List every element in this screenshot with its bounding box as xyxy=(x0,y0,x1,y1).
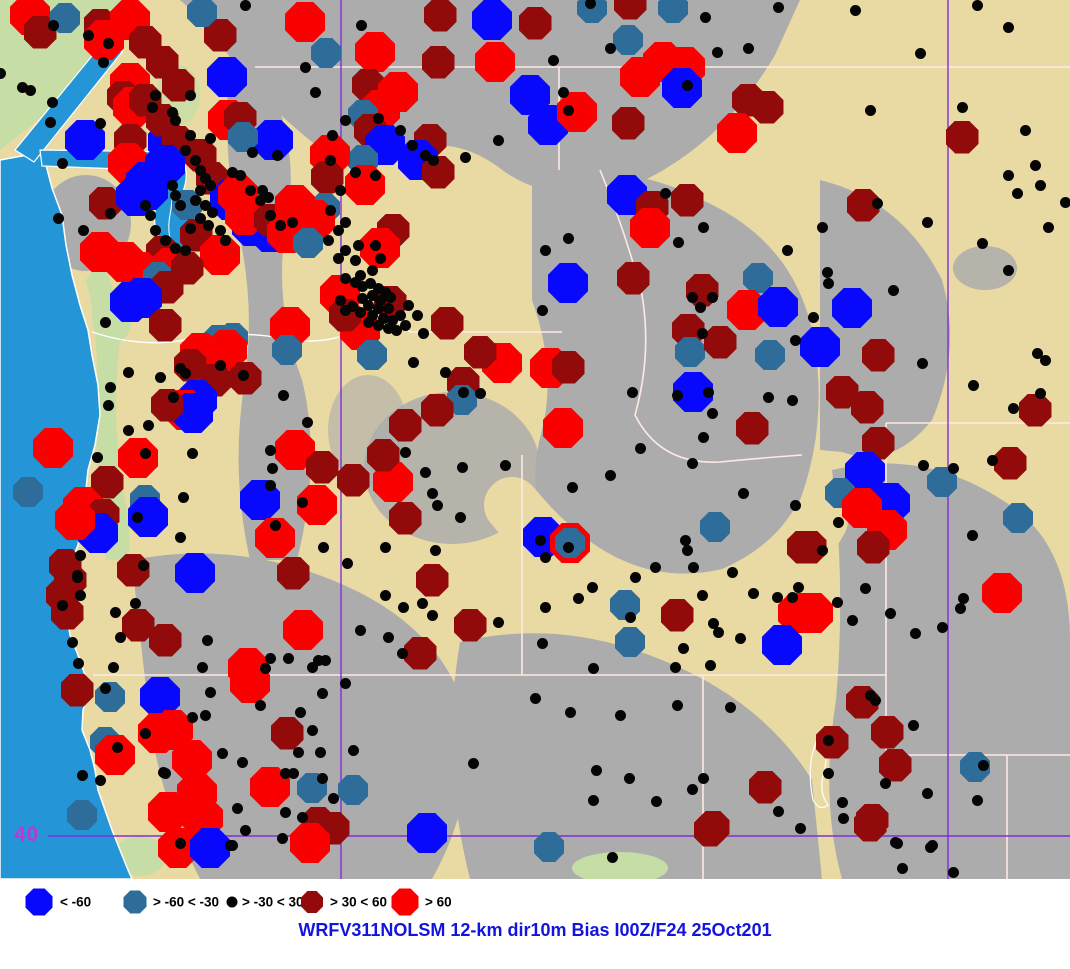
legend-octagon-icon xyxy=(301,891,323,913)
legend-bar: < -60 > -60 < -30 > -30 < 30 > 30 < 60 > 60 xyxy=(0,879,1070,925)
terrain-basemap xyxy=(0,0,1070,879)
plot-title: WRFV311NOLSM 12-km dir10m Bias I00Z/F24 … xyxy=(298,920,772,940)
legend-octagon-icon xyxy=(391,888,419,916)
legend-label: > -30 < 30 xyxy=(242,894,304,910)
map-canvas[interactable]: 40 xyxy=(0,0,1070,879)
legend-label: > 30 < 60 xyxy=(330,894,388,910)
legend-dot-icon xyxy=(226,896,238,908)
great-salt-lake xyxy=(809,741,829,809)
legend-label: < -60 xyxy=(60,894,92,910)
latitude-40-label: 40 xyxy=(14,823,40,846)
legend-label: > -60 < -30 xyxy=(153,894,220,910)
legend-octagon-icon xyxy=(25,888,53,916)
legend-octagon-icon xyxy=(123,890,147,914)
legend-label: > 60 xyxy=(425,894,452,910)
